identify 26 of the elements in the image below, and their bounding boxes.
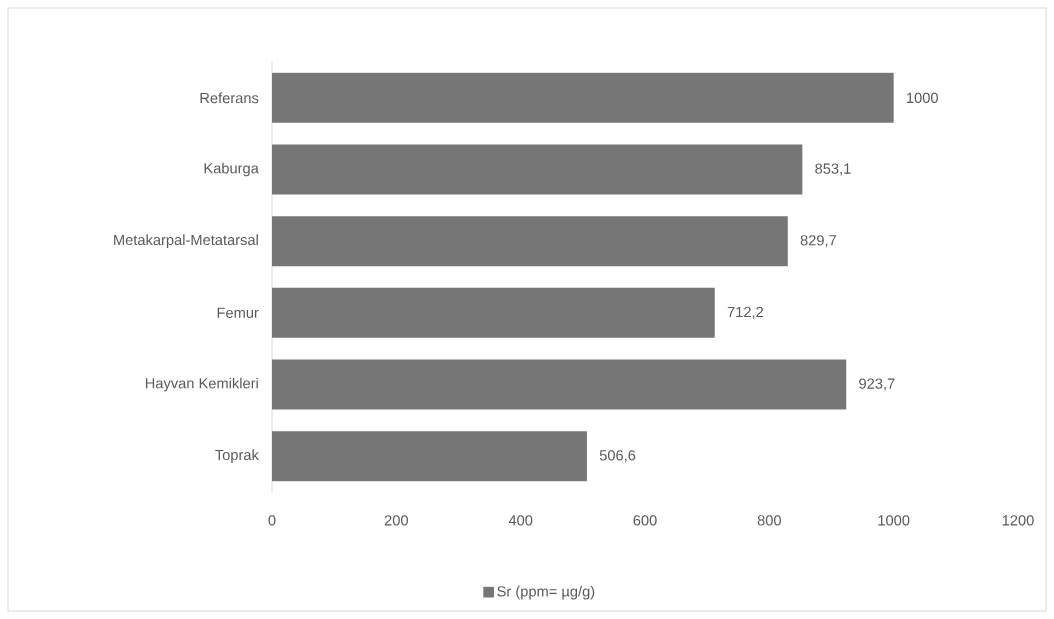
bar [272, 287, 715, 338]
data-label: 829,7 [800, 235, 837, 248]
bar [272, 216, 788, 267]
y-tick-label: Kaburga [204, 162, 259, 177]
data-label: 712,2 [727, 306, 763, 319]
y-tick-label: Metakarpal-Metatarsal [114, 234, 258, 248]
x-tick-label: 1200 [1002, 515, 1034, 526]
bar [272, 144, 803, 195]
y-tick-label: Hayvan Kemikleri [145, 377, 258, 392]
bar [272, 359, 847, 410]
data-label: 923,7 [859, 378, 895, 391]
x-tick-label: 400 [508, 515, 533, 526]
y-tick-label: Femur [217, 307, 259, 318]
bar [272, 72, 894, 123]
y-tick-label: Toprak [215, 449, 259, 463]
data-label: 1000 [907, 92, 938, 104]
x-tick-label: 1000 [878, 515, 910, 526]
legend-label: Sr (ppm= µg/g) [497, 585, 595, 600]
x-tick-label: 600 [633, 515, 657, 526]
x-tick-label: 0 [268, 515, 276, 526]
x-tick-label: 800 [757, 515, 781, 526]
data-label: 853,1 [815, 163, 851, 176]
bar [272, 431, 587, 482]
x-tick-label: 200 [384, 515, 408, 526]
data-label: 506,6 [599, 450, 636, 463]
y-tick-label: Referans [200, 92, 259, 104]
